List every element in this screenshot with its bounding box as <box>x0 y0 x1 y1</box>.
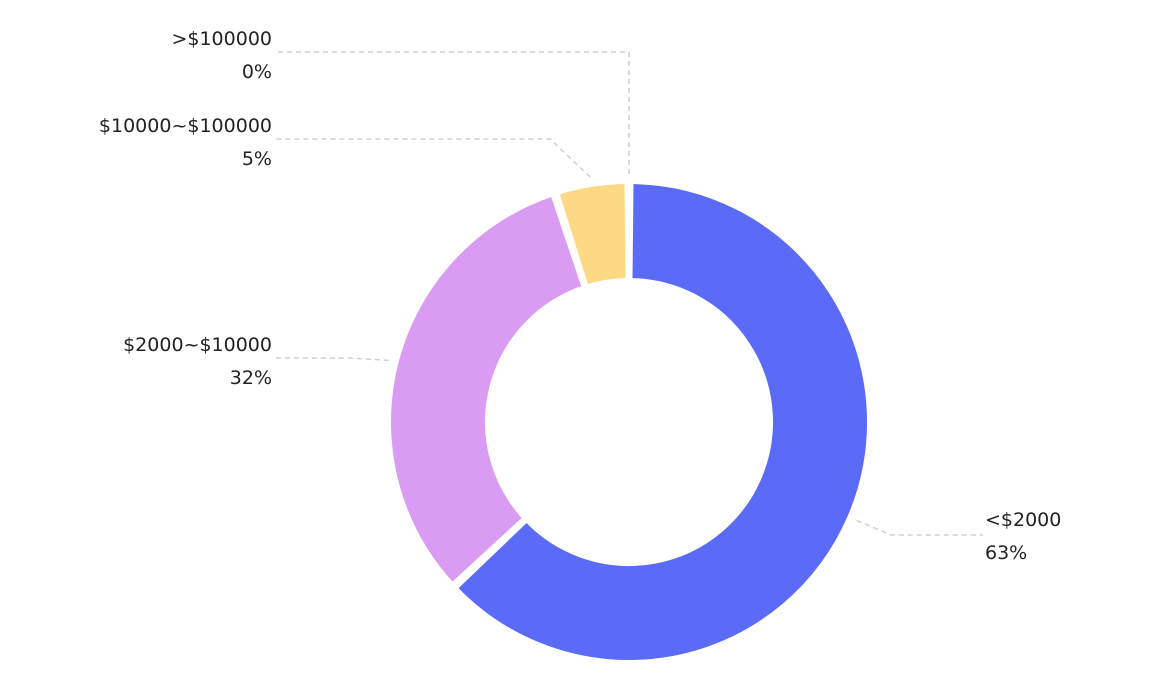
slice-0[interactable] <box>453 180 871 664</box>
slice-label-value-1: 32% <box>230 367 272 389</box>
slice-label-value-2: 5% <box>242 148 272 170</box>
slice-label-name-1: $2000~$10000 <box>123 334 272 356</box>
slices-group <box>387 180 871 664</box>
leader-line-1 <box>276 357 389 362</box>
slice-label-name-0: <$2000 <box>985 509 1061 531</box>
leader-line-3 <box>276 51 630 174</box>
slice-2[interactable] <box>555 180 630 289</box>
slice-label-name-2: $10000~$100000 <box>99 115 272 137</box>
leader-line-0 <box>856 519 983 536</box>
leader-lines-group <box>276 51 983 536</box>
slice-1[interactable] <box>387 192 586 587</box>
slice-label-value-0: 63% <box>985 542 1027 564</box>
slice-label-value-3: 0% <box>242 61 272 83</box>
leader-line-2 <box>276 138 591 178</box>
slice-label-name-3: >$100000 <box>171 28 272 50</box>
